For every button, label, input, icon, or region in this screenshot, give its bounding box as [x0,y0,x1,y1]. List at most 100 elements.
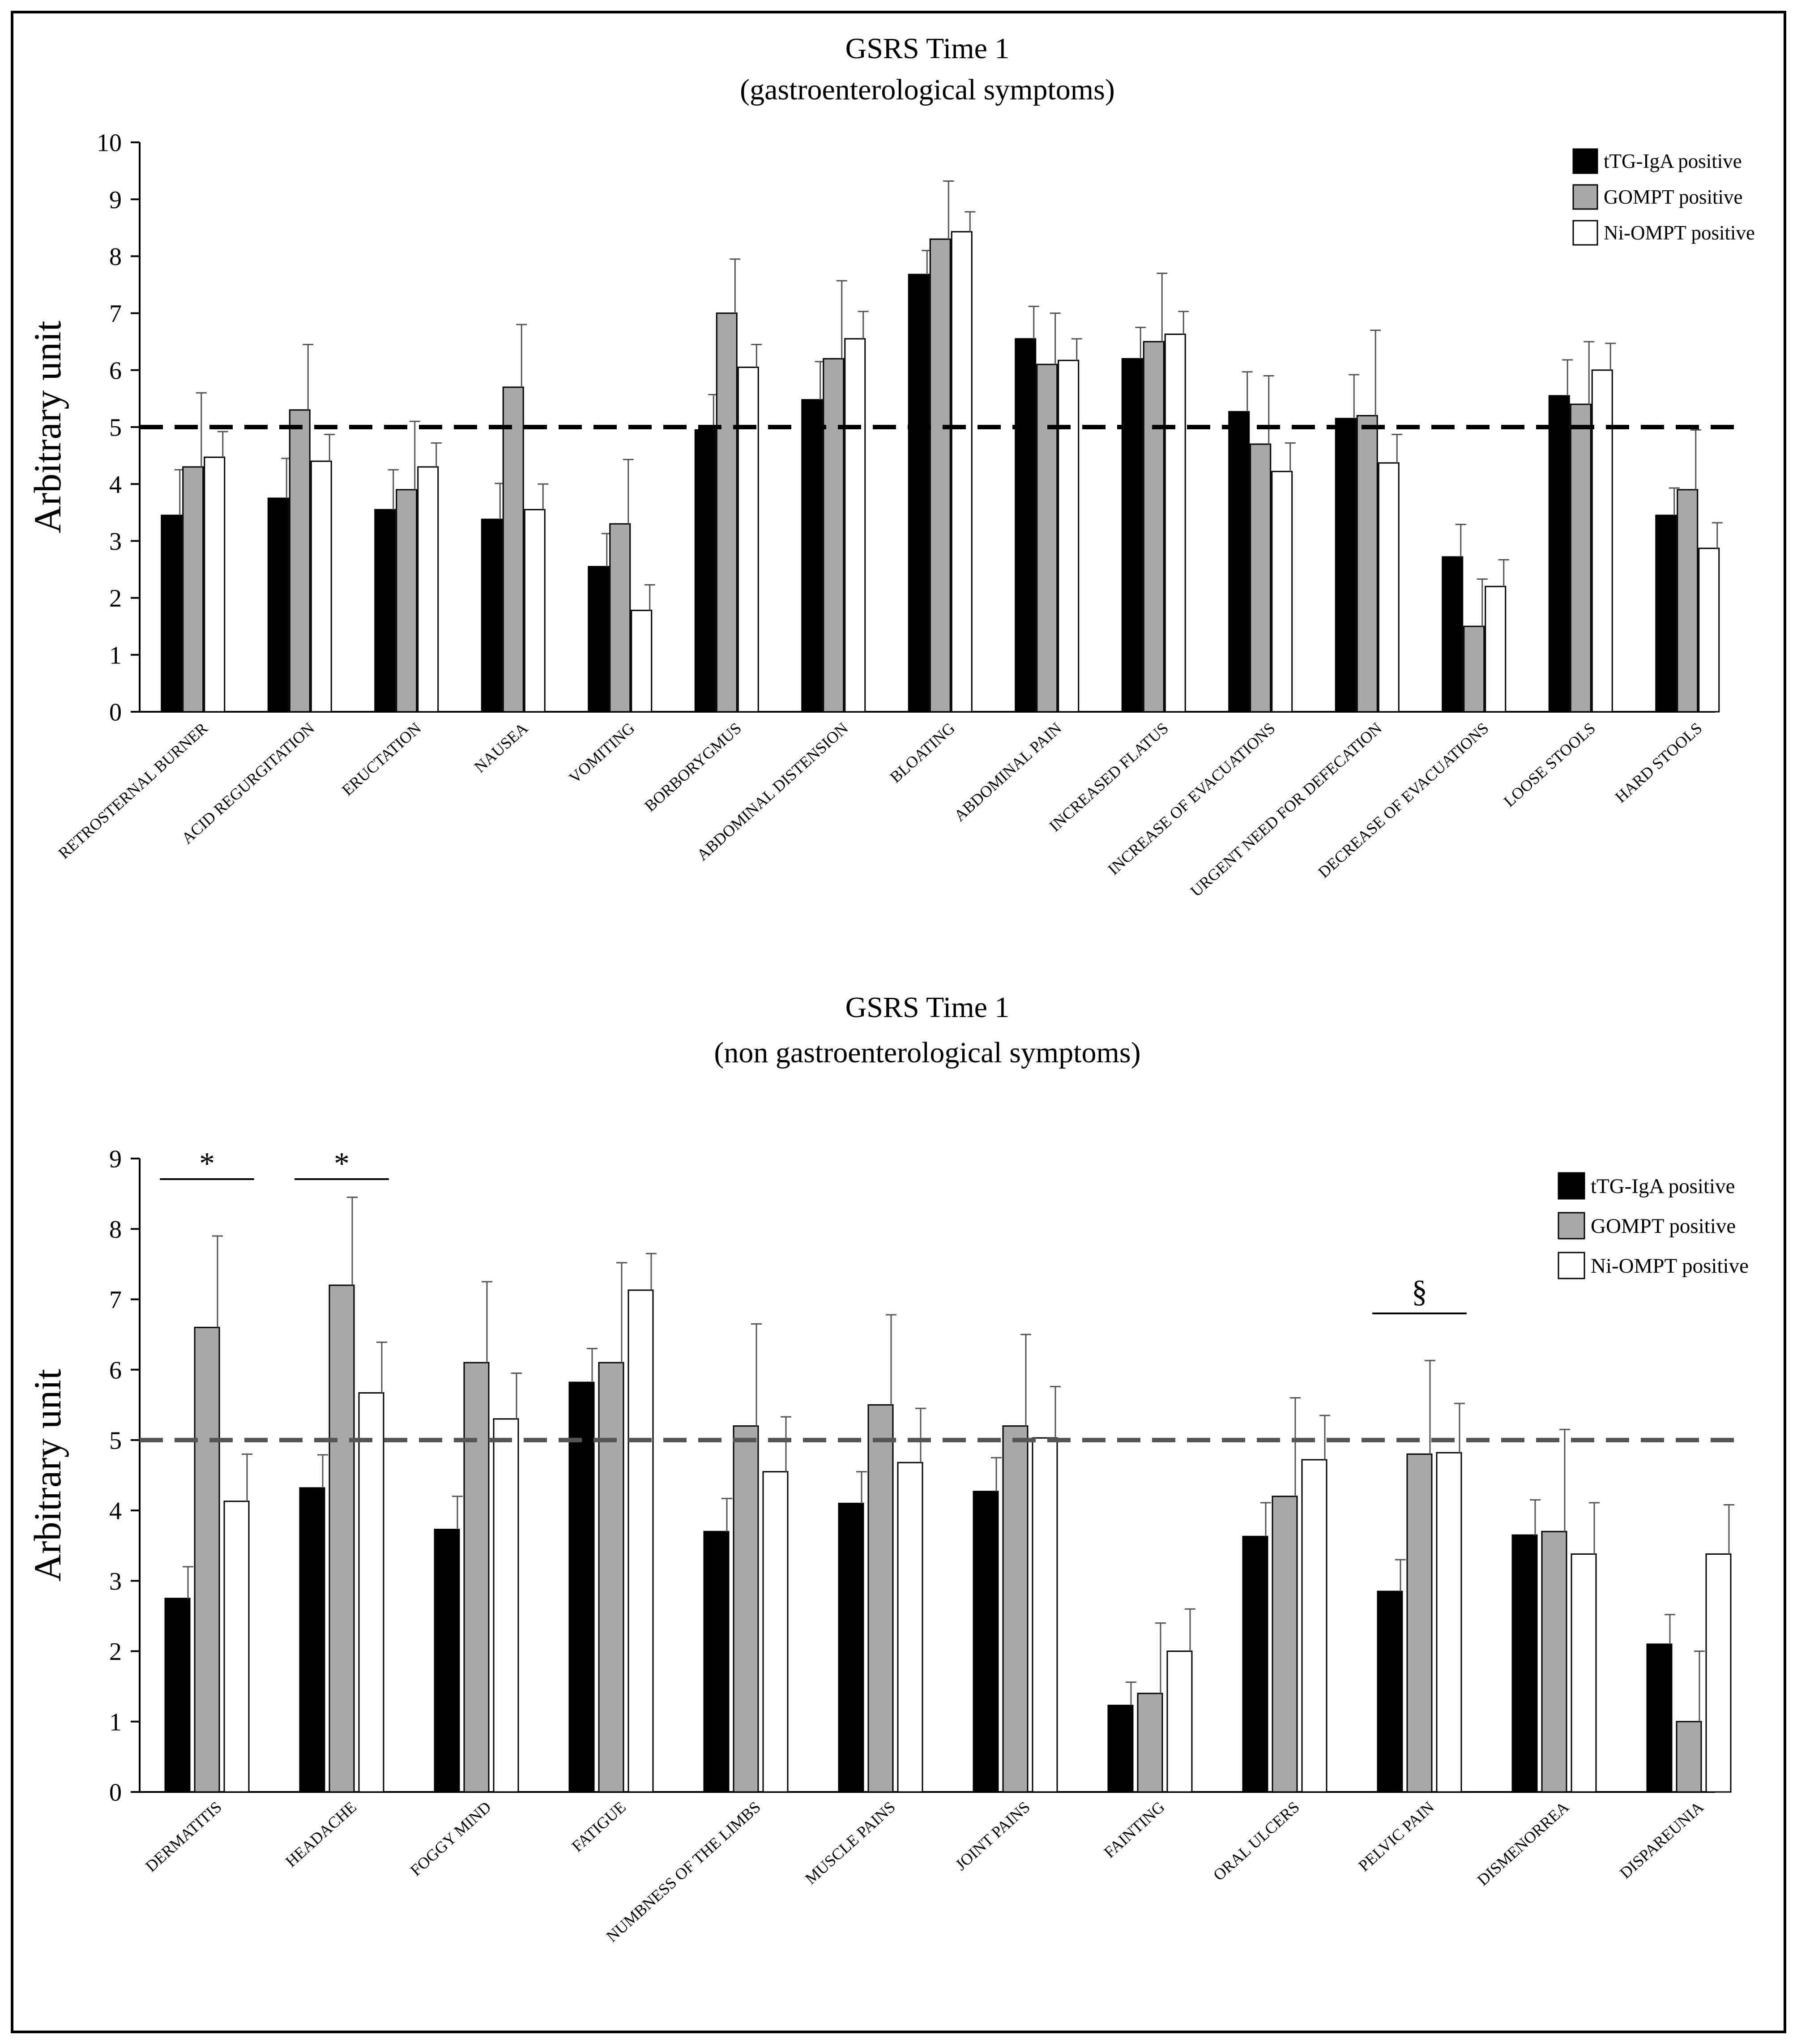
bar [194,1326,220,1793]
bar [844,338,866,713]
bar [867,1404,894,1793]
bar [204,456,226,713]
bar [627,1289,654,1793]
y-tick-label: 5 [109,414,122,442]
bar [1301,1459,1327,1793]
legend-swatch [1572,148,1598,174]
bar [1164,334,1186,713]
bar [374,509,396,713]
legend-swatch [1558,1252,1585,1279]
y-axis-label: Arbitrary unit [26,1369,69,1582]
bar [973,1491,999,1793]
bar [1705,1553,1732,1793]
y-axis-label: Arbitrary unit [26,321,69,533]
bar [1406,1453,1433,1793]
bar [588,566,610,713]
y-tick-label: 6 [109,357,122,385]
bar [267,497,289,713]
bar [1485,586,1507,713]
legend-swatch [1558,1172,1585,1200]
significance-marker: * [334,1146,350,1181]
bar [289,409,311,713]
bar [1335,418,1357,713]
bar [223,1501,250,1793]
bar [164,1598,191,1793]
bar [434,1529,460,1793]
bar [1511,1534,1538,1793]
bar [568,1381,595,1793]
bar [762,1471,789,1793]
bar [908,274,930,713]
bar [182,466,204,713]
legend-swatch [1572,184,1598,210]
bar [502,386,524,713]
y-tick-label: 3 [109,528,122,556]
bar [1036,363,1058,713]
significance-marker: § [1412,1274,1427,1309]
legend-swatch [1558,1212,1585,1240]
y-tick-label: 8 [109,1216,122,1244]
y-tick-label: 0 [109,1779,122,1807]
bar [951,231,973,713]
bar [1107,1705,1134,1793]
bar [524,509,546,713]
bar [838,1502,864,1793]
bar [1121,358,1143,713]
y-tick-label: 1 [109,641,122,669]
bar [299,1487,325,1793]
bar [1676,1721,1702,1793]
bar [1646,1643,1673,1793]
bar [1032,1437,1058,1793]
bar [1250,443,1272,713]
significance-marker: * [199,1146,215,1181]
y-tick-label: 1 [109,1708,122,1736]
y-tick-label: 0 [109,699,122,727]
legend-label: Ni-OMPT positive [1604,222,1755,244]
bar [1377,1591,1403,1793]
chart-title: GSRS Time 1 [845,32,1010,65]
bar [631,610,653,713]
y-tick-label: 4 [109,471,122,499]
bar [358,1392,384,1793]
bar [1058,359,1080,713]
legend-label: Ni-OMPT positive [1591,1254,1749,1278]
bar [1677,489,1699,713]
y-tick-label: 7 [109,300,122,328]
bar [1143,341,1165,713]
bar [1442,556,1464,713]
y-tick-label: 10 [97,129,122,157]
bar [161,514,183,713]
bar [598,1362,624,1793]
chart-subtitle: (gastroenterological symptoms) [740,73,1115,106]
bar [1002,1425,1029,1793]
y-tick-label: 2 [109,585,122,612]
bar [1548,395,1570,713]
bar [733,1425,759,1793]
bar [1436,1452,1462,1793]
y-tick-label: 5 [109,1427,122,1454]
bar [716,312,738,713]
bar [703,1531,730,1793]
chart-title: GSRS Time 1 [845,991,1010,1024]
bar [1228,411,1250,713]
y-tick-label: 7 [109,1286,122,1314]
bar [1655,514,1677,713]
bar [1378,462,1400,713]
bar [1242,1535,1268,1793]
bar [1272,1496,1298,1793]
bar [1166,1651,1193,1793]
bar [1541,1531,1567,1793]
bar [1271,470,1293,713]
bar [481,518,503,713]
bar [801,399,823,713]
bar [609,523,631,713]
bar [823,358,845,713]
bar [1698,547,1720,713]
bar [1137,1693,1163,1793]
bar [694,429,716,713]
bar [1015,338,1037,713]
y-tick-label: 9 [109,186,122,214]
bar [1463,625,1485,713]
bar [493,1418,519,1793]
